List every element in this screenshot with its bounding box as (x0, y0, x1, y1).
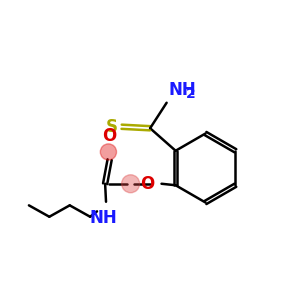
Circle shape (100, 144, 116, 160)
Text: S: S (106, 118, 118, 136)
Text: NH: NH (90, 209, 118, 227)
Text: O: O (103, 127, 117, 146)
Text: 2: 2 (185, 87, 195, 101)
Circle shape (122, 175, 140, 193)
Text: O: O (140, 175, 154, 193)
Text: NH: NH (168, 81, 196, 99)
